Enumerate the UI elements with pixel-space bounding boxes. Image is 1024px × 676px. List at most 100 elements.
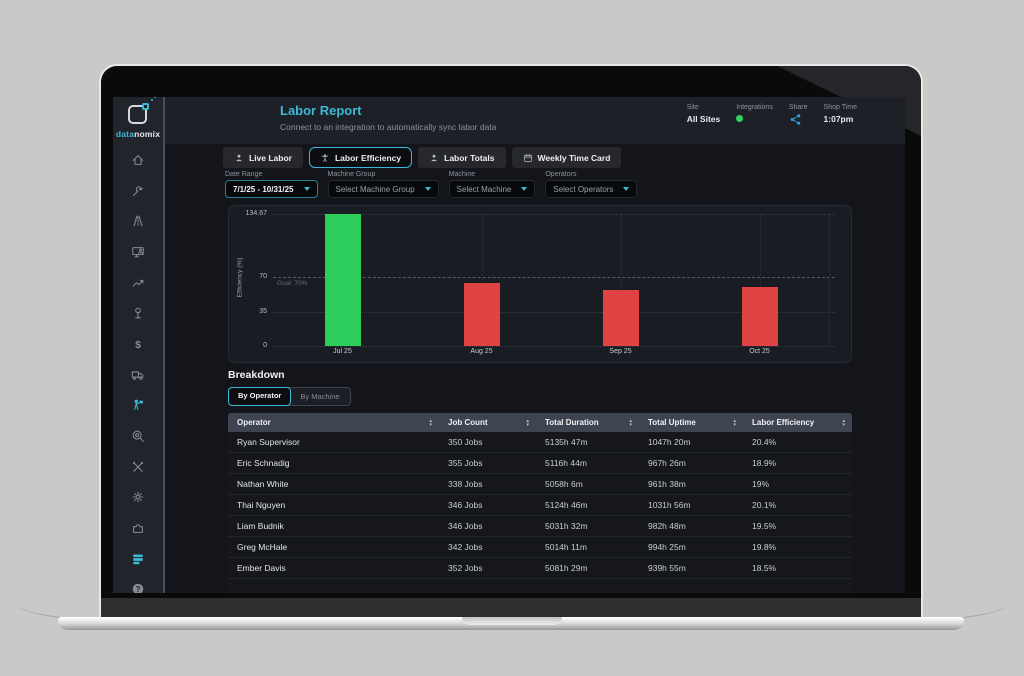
sort-icon[interactable]: ▴ ▾ [733,417,736,428]
column-header-total-duration[interactable]: Total Duration ▴ ▾ [536,413,639,432]
value-cell [743,579,852,593]
value-cell: 338 Jobs [448,479,483,489]
operator-cell: Ember Davis [237,563,286,573]
chevron-down-icon [521,187,528,191]
table-row[interactable]: Liam Budnik 346 Jobs 5031h 32m 982h 48m 19.5… [228,516,852,537]
sidebar-item-search[interactable] [113,423,163,454]
sort-icon[interactable]: ▴ ▾ [629,417,632,428]
shop-time-label: Shop Time [823,104,857,111]
bar-aug-25[interactable] [463,283,500,346]
sidebar-item-help[interactable]: ? [113,577,163,593]
column-header-total-uptime[interactable]: Total Uptime ▴ ▾ [639,413,743,432]
filter-dropdown[interactable]: Select Operators [545,180,638,198]
share-icon[interactable] [789,113,802,131]
search-icon [131,429,145,448]
operator-cell [228,579,439,593]
sidebar-item-training-monitor[interactable] [113,239,163,270]
tab-weekly-time-card[interactable]: Weekly Time Card [511,147,622,168]
value-cell: 19% [752,479,770,489]
table-row[interactable]: Greg McHale 342 Jobs 5014h 11m 994h 25m 19.8… [228,537,852,558]
value-cell: 994h 25m [648,542,686,552]
road-icon [131,214,145,233]
value-cell: 5081h 29m [545,563,588,573]
bar-sep-25[interactable] [602,290,639,346]
bar-oct-25[interactable] [741,287,778,346]
tab-labor-efficiency[interactable]: Labor Efficiency [308,147,413,168]
site-label: Site [686,104,699,111]
goal-label: Goal: 70% [277,280,308,288]
logo-wordmark: datanomix [115,129,161,139]
tab-live-labor[interactable]: Live Labor [223,147,303,168]
value-cell: 20.4% [752,437,777,447]
value-cell: 346 Jobs [448,500,483,510]
value-cell: 19.8% [752,542,777,552]
table-row[interactable]: Ryan Supervisor 350 Jobs 5135h 47m 1047h 20… [228,432,852,453]
sidebar-item-dollar[interactable]: $ [113,331,163,362]
laptop-lid-notch [462,617,562,625]
table-row[interactable]: Nathan White 338 Jobs 5058h 6m 961h 38m 19% [228,474,852,495]
operator-cell: Eric Schnadig [237,458,290,468]
gridline [273,346,835,347]
column-header-job-count[interactable]: Job Count ▴ ▾ [439,413,536,432]
filter-dropdown[interactable]: 7/1/25 - 10/31/25 [225,180,318,198]
table-row[interactable]: Eric Schnadig 355 Jobs 5116h 44m 967h 26m 18… [228,453,852,474]
value-cell: 350 Jobs [448,437,483,447]
filter-value: Select Operators [553,184,614,194]
sort-icon[interactable]: ▴ ▾ [526,417,529,428]
value-cell: 967h 26m [648,458,686,468]
value-cell: 5135h 47m [545,437,588,447]
column-label: Total Uptime [648,418,696,427]
table-body: Ryan Supervisor 350 Jobs 5135h 47m 1047h 20… [228,432,852,593]
sidebar-item-milestone[interactable] [113,300,163,331]
puzzle-icon [131,521,145,540]
value-cell [536,579,639,593]
value-cell [639,579,743,593]
sidebar-item-wrench[interactable] [113,178,163,209]
sidebar-item-labor-report[interactable] [113,393,163,424]
toggle-by-operator[interactable]: By Operator [228,387,292,406]
sidebar-item-home[interactable] [113,147,163,178]
bar-jul-25[interactable] [324,214,361,346]
site-info[interactable]: Site All Sites [687,104,721,131]
filter-dropdown[interactable]: Select Machine [448,180,536,198]
filter-value: Select Machine Group [335,184,415,194]
filter-date-range: Date Range 7/1/25 - 10/31/25 [225,171,318,198]
operator-cell: Thai Nguyen [237,500,286,510]
sidebar-item-puzzle[interactable] [113,515,163,546]
sort-icon[interactable]: ▴ ▾ [429,417,432,428]
value-cell: 19.5% [752,521,777,531]
value-cell: 5031h 32m [545,521,588,531]
table-row[interactable] [228,579,852,593]
sidebar-item-truck[interactable] [113,362,163,393]
value-cell: 1047h 20m [648,437,691,447]
sidebar-item-road[interactable] [113,208,163,239]
gridline [759,214,761,346]
sort-icon[interactable]: ▴ ▾ [842,417,845,428]
table-row[interactable]: Thai Nguyen 346 Jobs 5124h 46m 1031h 56m 20.… [228,495,852,516]
sidebar-item-gear[interactable] [113,485,163,516]
y-tick-label: 134.67 [245,210,267,217]
filter-label: Date Range [225,171,263,178]
column-header-labor-efficiency[interactable]: Labor Efficiency ▴ ▾ [743,413,852,432]
share-control[interactable]: Share [789,104,808,131]
datanomix-logo[interactable]: datanomix [113,97,163,143]
integrations-info[interactable]: Integrations [736,104,773,131]
column-header-operator[interactable]: Operator ▴ ▾ [228,413,439,432]
labor-report-icon [131,398,145,417]
tab-labor-totals[interactable]: Labor Totals [418,147,506,168]
sidebar-item-trend-up[interactable] [113,270,163,301]
gridline [620,214,622,346]
filter-dropdown[interactable]: Select Machine Group [327,180,439,198]
toggle-by-machine[interactable]: By Machine [300,392,340,401]
value-cell: 352 Jobs [448,563,483,573]
filter-value: 7/1/25 - 10/31/25 [233,184,294,194]
sidebar-item-tools[interactable] [113,454,163,485]
dollar-icon: $ [131,337,145,356]
efficiency-person-icon [320,153,330,163]
sidebar-item-database[interactable] [113,546,163,577]
share-label: Share [788,104,808,111]
svg-text:?: ? [136,585,141,593]
svg-text:$: $ [135,339,141,351]
value-cell: 1031h 56m [648,500,691,510]
table-row[interactable]: Ember Davis 352 Jobs 5081h 29m 939h 55m 18.5… [228,558,852,579]
